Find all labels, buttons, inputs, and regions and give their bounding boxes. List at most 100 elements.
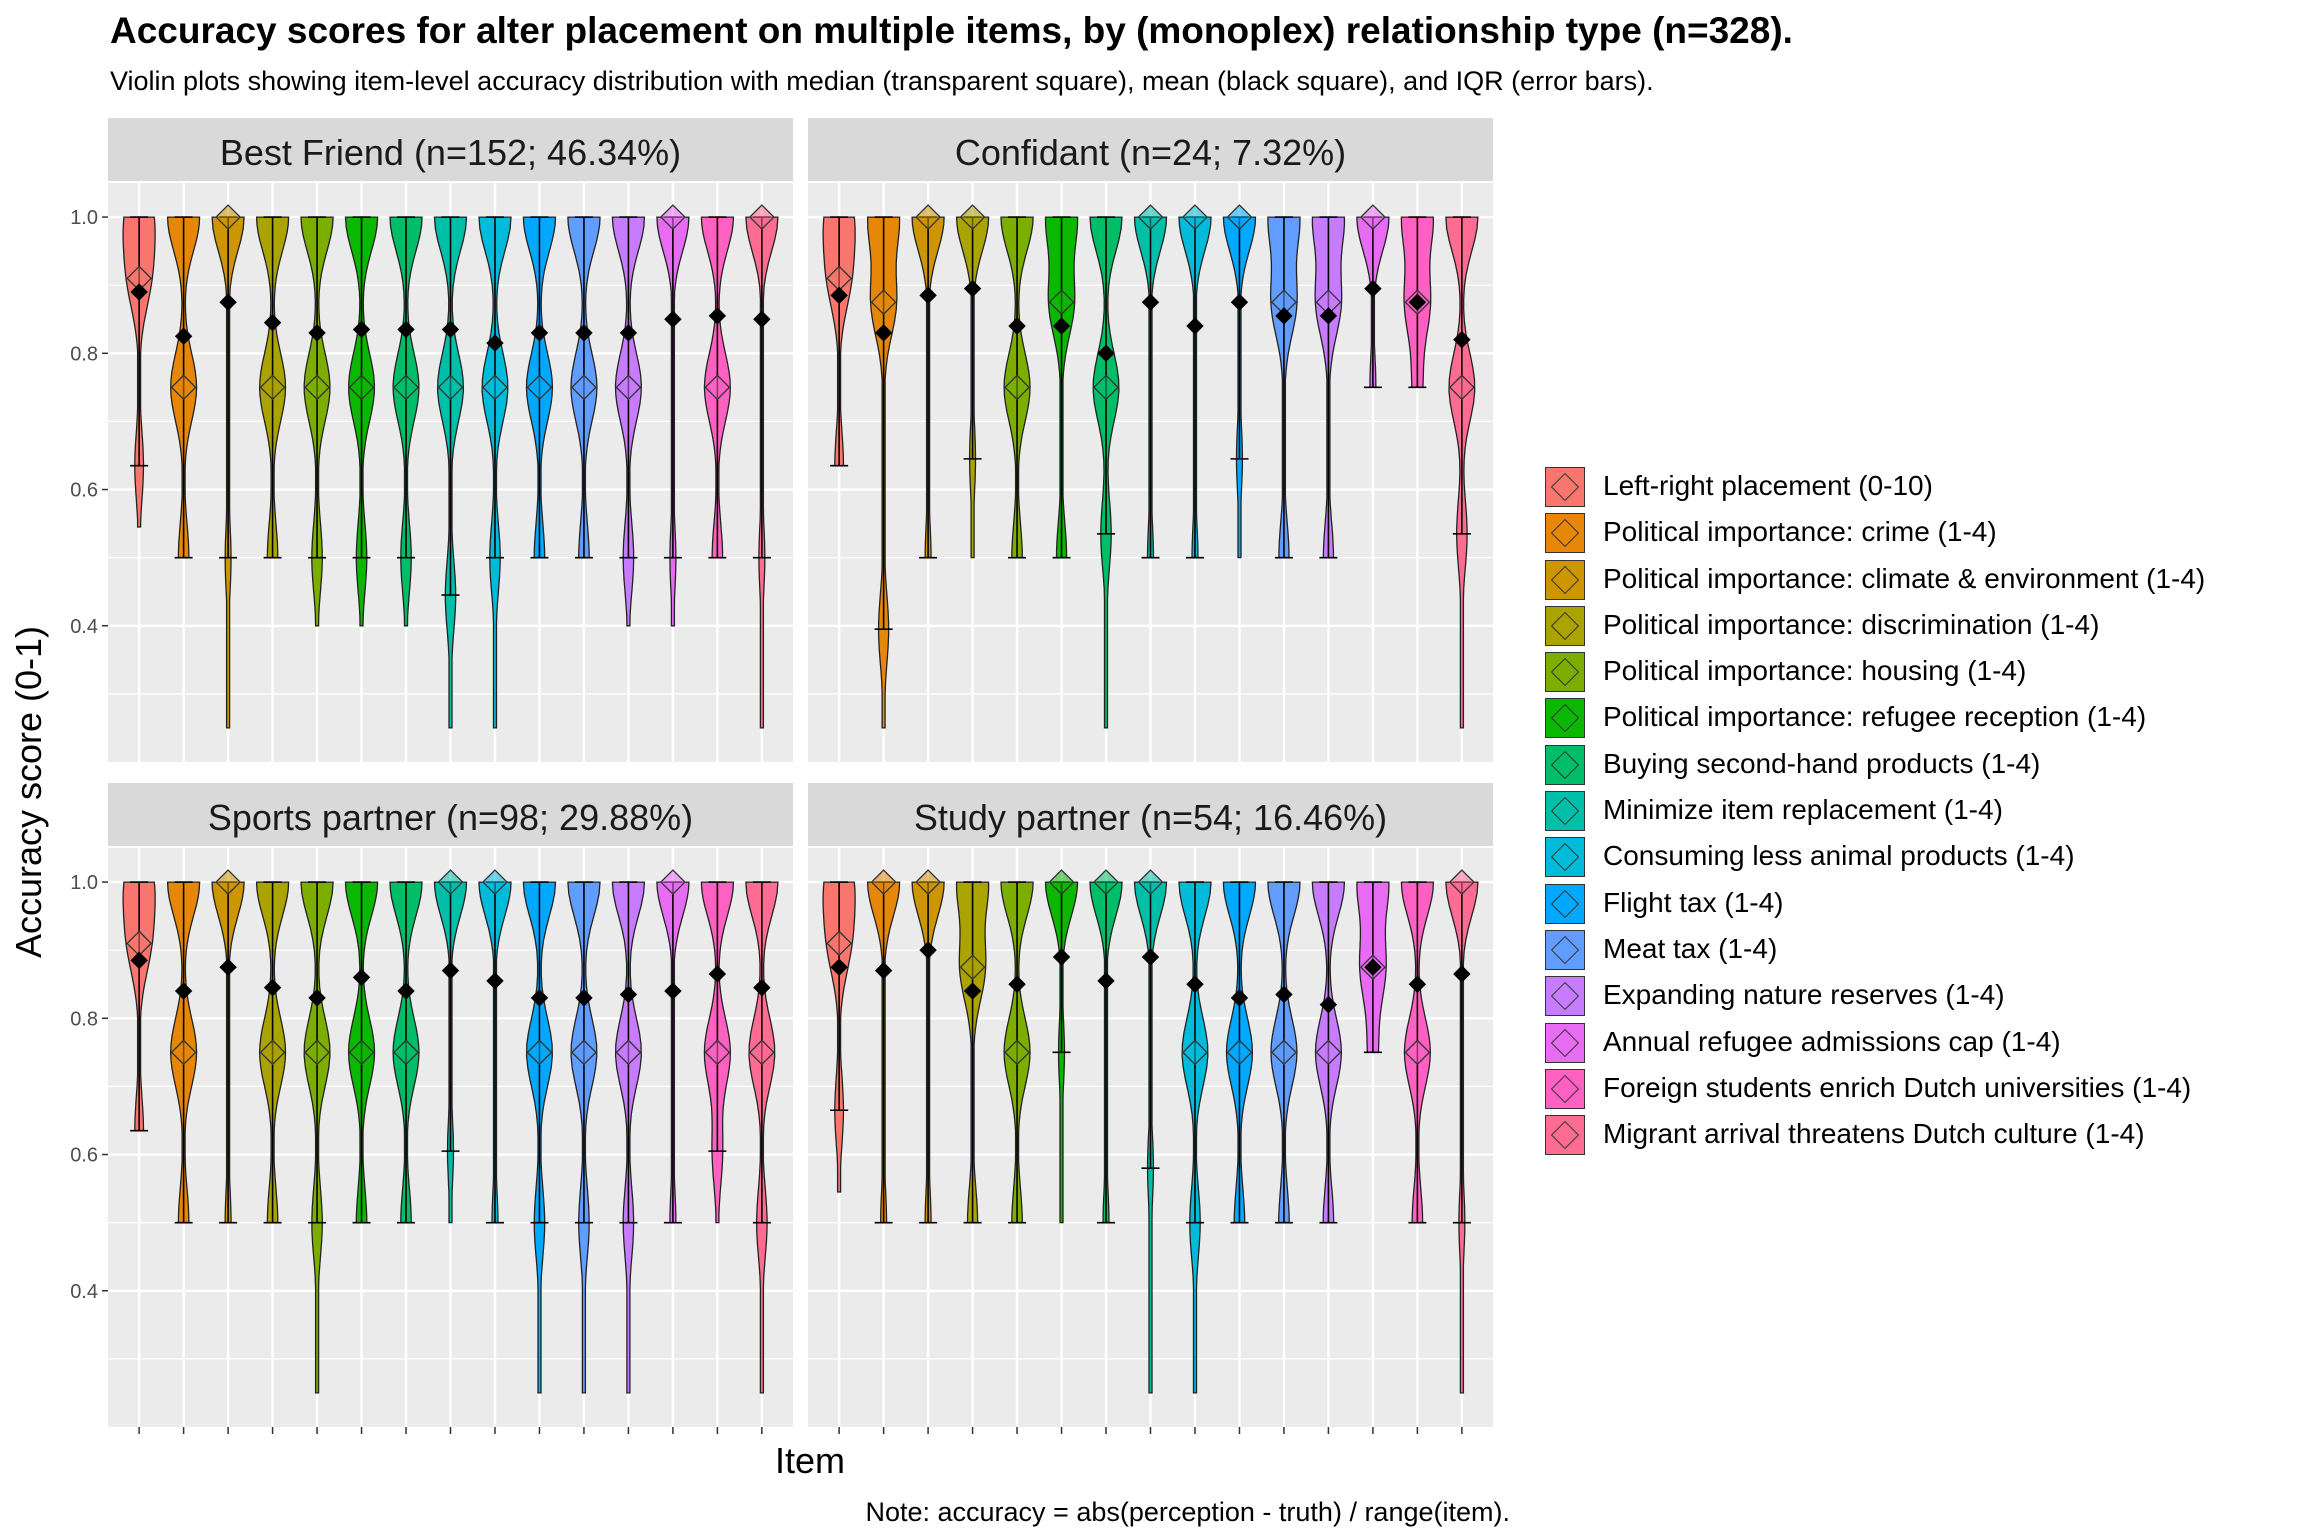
- legend-label: Expanding nature reserves (1-4): [1603, 979, 2005, 1011]
- mean-marker: [1141, 293, 1160, 311]
- mean-marker: [130, 951, 148, 970]
- median-marker: [704, 1039, 731, 1066]
- legend-label: Political importance: refugee reception …: [1603, 701, 2147, 733]
- mean-marker: [1097, 344, 1115, 363]
- median-marker: [915, 204, 942, 230]
- median-marker: [259, 374, 286, 401]
- legend-diamond-icon: [1550, 565, 1580, 594]
- mean-marker: [219, 958, 237, 976]
- legend-diamond-icon: [1550, 1074, 1580, 1104]
- median-marker: [1359, 204, 1386, 230]
- legend-label: Political importance: housing (1-4): [1603, 655, 2027, 687]
- mean-marker: [263, 313, 282, 332]
- legend-label: Political importance: climate & environm…: [1603, 562, 2206, 594]
- mean-marker: [1364, 958, 1382, 976]
- legend-label: Buying second-hand products (1-4): [1603, 747, 2041, 779]
- mean-marker: [1052, 948, 1071, 966]
- mean-marker: [397, 320, 415, 339]
- legend-color-key: [1545, 744, 1585, 785]
- mean-marker: [397, 982, 415, 1000]
- mean-marker: [1186, 975, 1204, 993]
- legend-label: Consuming less animal products (1-4): [1603, 840, 2075, 872]
- mean-marker: [874, 961, 893, 980]
- mean-marker: [619, 985, 638, 1004]
- mean-marker: [1408, 293, 1427, 311]
- legend-diamond-icon: [1550, 889, 1580, 918]
- mean-marker: [1364, 279, 1382, 298]
- median-marker: [1448, 869, 1475, 895]
- facet-strip-label: Study partner (n=54; 16.46%): [914, 797, 1387, 838]
- median-marker: [1137, 869, 1164, 895]
- median-marker: [659, 869, 686, 895]
- median-marker: [304, 374, 330, 401]
- mean-marker: [1230, 293, 1249, 311]
- legend-color-key: [1545, 513, 1585, 554]
- median-marker: [215, 869, 242, 895]
- legend-color-key: [1545, 467, 1585, 507]
- y-tick-label: 1.0: [70, 872, 98, 894]
- legend-color-key: [1545, 652, 1585, 693]
- y-tick-label: 1.0: [70, 207, 98, 229]
- legend-color-key: [1545, 791, 1585, 832]
- mean-marker: [708, 307, 727, 325]
- mean-marker: [1453, 965, 1471, 983]
- facet-strip: [108, 783, 793, 846]
- mean-marker: [1230, 989, 1249, 1007]
- median-marker: [526, 1039, 553, 1066]
- y-tick-label: 0.4: [70, 616, 98, 638]
- mean-marker: [919, 286, 937, 305]
- mean-marker: [664, 310, 682, 328]
- y-tick-label: 0.4: [70, 1281, 98, 1303]
- legend-color-key: [1545, 976, 1585, 1017]
- median-marker: [1004, 374, 1030, 401]
- mean-marker: [441, 320, 460, 339]
- median-marker: [615, 1039, 642, 1066]
- mean-marker: [830, 958, 848, 976]
- median-marker: [659, 204, 686, 230]
- legend-diamond-icon: [1550, 519, 1580, 548]
- mean-marker: [919, 941, 937, 959]
- mean-marker: [1408, 975, 1427, 993]
- mean-marker: [530, 989, 549, 1007]
- legend-diamond-icon: [1550, 750, 1580, 779]
- mean-marker: [219, 293, 237, 311]
- median-marker: [1048, 869, 1075, 895]
- legend-label: Annual refugee admissions cap (1-4): [1603, 1025, 2061, 1057]
- legend-diamond-icon: [1550, 843, 1580, 872]
- legend-color-key: [1545, 1115, 1585, 1156]
- median-marker: [1048, 289, 1075, 316]
- mean-marker: [1186, 317, 1204, 335]
- mean-marker: [486, 972, 504, 990]
- mean-marker: [441, 961, 460, 980]
- mean-marker: [963, 982, 982, 1000]
- facet-strip: [808, 783, 1493, 846]
- mean-marker: [530, 324, 549, 342]
- y-axis-label: Accuracy score (0-1): [8, 625, 49, 959]
- median-marker: [870, 289, 897, 316]
- facet-strip-label: Confidant (n=24; 7.32%): [955, 132, 1346, 173]
- facet-strip: [808, 118, 1493, 181]
- median-marker: [393, 1039, 419, 1066]
- mean-marker: [1008, 317, 1026, 335]
- legend-diamond-icon: [1550, 1121, 1580, 1150]
- median-marker: [170, 374, 197, 401]
- mean-marker: [263, 978, 282, 997]
- median-marker: [1315, 1039, 1342, 1066]
- legend-diamond-icon: [1550, 611, 1580, 641]
- median-marker: [1093, 374, 1119, 401]
- legend-label: Flight tax (1-4): [1603, 886, 1784, 918]
- chart-subtitle: Violin plots showing item-level accuracy…: [110, 66, 1654, 96]
- median-marker: [615, 374, 642, 401]
- y-tick-label: 0.6: [70, 1145, 98, 1167]
- legend-label: Meat tax (1-4): [1603, 932, 1778, 964]
- median-marker: [170, 1039, 197, 1066]
- mean-marker: [575, 989, 593, 1007]
- mean-marker: [619, 324, 638, 342]
- mean-marker: [1275, 985, 1293, 1004]
- median-marker: [437, 374, 464, 401]
- median-marker: [526, 374, 553, 401]
- facet-strip: [108, 118, 793, 181]
- mean-marker: [352, 320, 371, 339]
- median-marker: [915, 869, 942, 895]
